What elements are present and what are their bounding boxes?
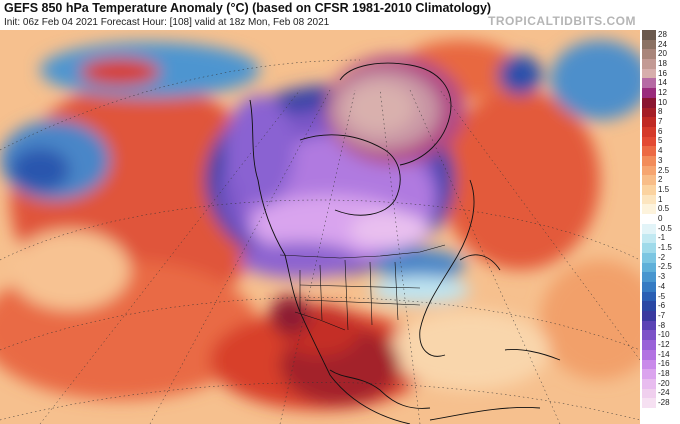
legend-label: 16 (658, 68, 667, 78)
graticule (0, 59, 640, 424)
legend-label: -2.5 (658, 262, 672, 272)
legend-swatch (642, 204, 656, 215)
legend-label: -1.5 (658, 243, 672, 253)
legend-label: 18 (658, 58, 667, 68)
legend-label: -12 (658, 340, 670, 349)
legend-label: 2.5 (658, 165, 670, 175)
legend-label: -6 (658, 301, 666, 311)
legend-swatch (642, 78, 656, 89)
legend-label: -0.5 (658, 223, 672, 233)
legend-swatch (642, 194, 656, 205)
legend-label: -3 (658, 272, 666, 282)
coastlines (249, 62, 561, 424)
legend-swatch (642, 136, 656, 147)
legend-label: -8 (658, 320, 666, 330)
legend-label: 20 (658, 49, 667, 59)
legend-label: -16 (658, 359, 670, 369)
legend-label: 8 (658, 107, 663, 117)
legend-swatch (642, 97, 656, 109)
legend-label: -14 (658, 349, 670, 359)
legend-swatch (642, 330, 656, 341)
map-title: GEFS 850 hPa Temperature Anomaly (°C) (b… (4, 1, 492, 15)
legend-label: 1 (658, 194, 663, 204)
legend-swatch (642, 126, 656, 138)
legend-swatch (642, 185, 656, 196)
legend-swatch (642, 233, 656, 244)
legend-swatch (642, 262, 656, 273)
legend-swatch (642, 156, 656, 167)
legend-label: 14 (658, 78, 667, 88)
legend-swatch (642, 388, 656, 399)
legend-swatch (642, 49, 656, 60)
legend-label: 0.5 (658, 204, 670, 214)
legend-swatch (642, 291, 656, 302)
legend-swatch (642, 214, 656, 225)
legend-label: -4 (658, 281, 666, 291)
legend-label: 6 (658, 126, 663, 136)
legend-label: 24 (658, 39, 667, 49)
legend-label: -1 (658, 233, 666, 243)
legend-swatch (642, 59, 656, 70)
legend-label: 28 (658, 29, 667, 39)
legend-swatch (642, 30, 656, 41)
legend-swatch (642, 165, 656, 176)
legend-swatch (642, 117, 656, 128)
legend-label: -24 (658, 388, 670, 398)
legend-swatch (642, 107, 656, 118)
forecast-info: Init: 06z Feb 04 2021 Forecast Hour: [10… (4, 17, 330, 28)
legend-swatch (642, 272, 656, 283)
legend-label: -2 (658, 252, 666, 262)
legend-swatch (642, 340, 656, 351)
legend-swatch (642, 398, 656, 409)
legend-label: 7 (658, 117, 663, 127)
legend-swatch (642, 243, 656, 254)
anomaly-map (0, 30, 640, 424)
color-legend: 28 24 20 18 16 14 12 10 8 7 6 5 4 3 2.5 2 1.5 1 0.5 0 -0.5 -1… (642, 29, 680, 409)
legend-label: 4 (658, 146, 663, 156)
legend-label: 0 (658, 214, 663, 223)
legend-label: 1.5 (658, 184, 670, 194)
legend-label: -7 (658, 310, 666, 320)
legend-label: 10 (658, 97, 667, 107)
legend-swatch (642, 175, 656, 186)
legend-swatch (642, 359, 656, 370)
legend-swatch (642, 311, 656, 322)
legend-label: -20 (658, 378, 670, 388)
legend-label: -18 (658, 369, 670, 379)
legend-label: -5 (658, 291, 666, 301)
legend-label: 5 (658, 136, 663, 146)
legend-swatch (642, 301, 656, 312)
legend-label: 12 (658, 88, 667, 97)
legend-swatch (642, 252, 656, 264)
legend-label: 2 (658, 175, 663, 185)
legend-label: -28 (658, 398, 670, 408)
legend-swatch (642, 88, 656, 99)
legend-swatch (642, 68, 656, 79)
legend-label: -10 (658, 330, 670, 340)
legend-swatch (642, 320, 656, 331)
legend-swatch (642, 146, 656, 157)
brand-watermark: TROPICALTIDBITS.COM (488, 14, 636, 28)
legend-swatch (642, 282, 656, 293)
legend-swatch (642, 39, 656, 50)
legend-swatch (642, 223, 656, 235)
political-borders (279, 244, 446, 331)
legend-swatch (642, 378, 656, 390)
legend-label: 3 (658, 155, 663, 165)
legend-swatch (642, 349, 656, 361)
legend-swatch (642, 369, 656, 380)
